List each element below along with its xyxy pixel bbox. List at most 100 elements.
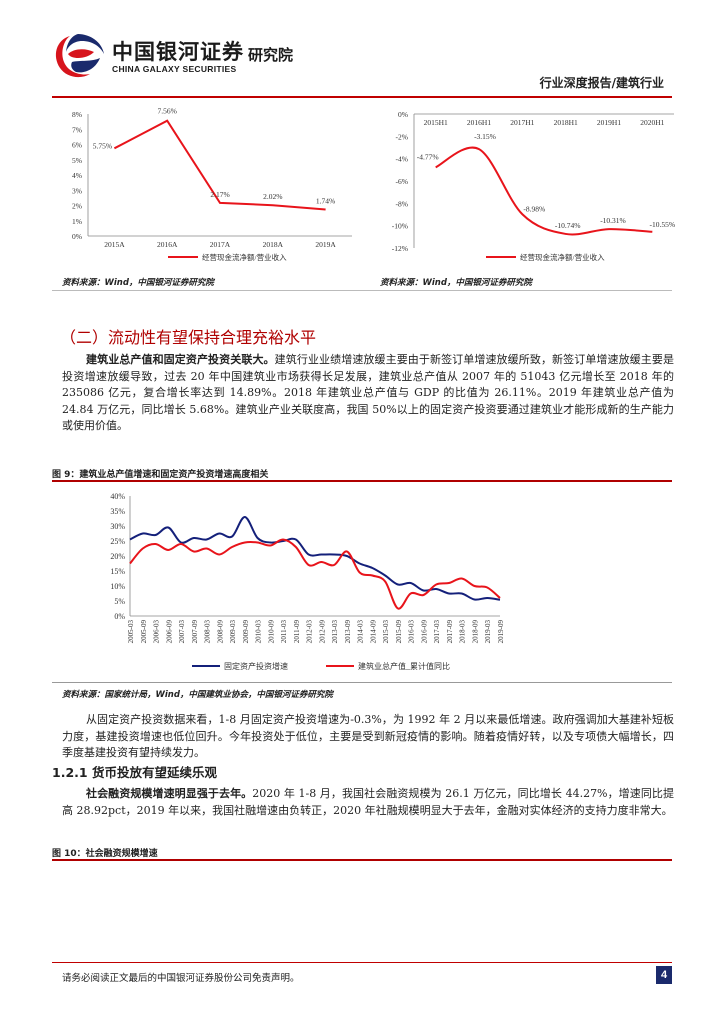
y-tick-label: -10% xyxy=(392,222,408,231)
x-tick-label: 2015-03 xyxy=(382,620,390,644)
paragraph-lead-bold: 社会融资规模增速明显强于去年。 xyxy=(86,787,253,800)
header-rule xyxy=(52,96,672,98)
paragraph-construction-output: 建筑业总产值和固定资产投资关联大。建筑行业业绩增速放缓主要由于新签订单增速放缓所… xyxy=(62,352,674,435)
x-tick-label: 2014-09 xyxy=(369,620,377,644)
logo-english-name: CHINA GALAXY SECURITIES xyxy=(112,64,237,74)
data-label: -10.55% xyxy=(650,220,676,229)
figure-10-caption: 图 10：社会融资规模增速 xyxy=(52,849,158,859)
y-tick-label: 6% xyxy=(72,141,82,150)
x-tick-label: 2013-03 xyxy=(331,620,339,644)
series-line xyxy=(113,119,326,211)
figure-10-top-rule xyxy=(52,859,672,861)
legend-label: 经营现金流净额/营业收入 xyxy=(202,252,287,262)
x-tick-label: 2019-03 xyxy=(484,620,492,644)
x-tick-label: 2016A xyxy=(157,240,178,249)
x-tick-label: 2006-03 xyxy=(153,620,161,644)
x-tick-label: 2010-03 xyxy=(255,620,263,644)
header: 中国银河证券 CHINA GALAXY SECURITIES 研究院 行业深度报… xyxy=(0,0,724,100)
y-tick-label: -12% xyxy=(392,244,408,253)
paragraph-body: 建筑行业业绩增速放缓主要由于新签订单增速放缓所致，新签订单增速放缓主要是投资增速… xyxy=(62,353,675,432)
x-tick-label: 2007-09 xyxy=(191,620,199,644)
x-tick-label: 2019-09 xyxy=(497,620,505,644)
x-tick-label: 2013-09 xyxy=(344,620,352,644)
x-tick-label: 2018A xyxy=(263,240,284,249)
x-tick-label: 2007-03 xyxy=(178,620,186,644)
series-line-2 xyxy=(129,538,501,610)
series-line-1 xyxy=(129,516,501,601)
y-tick-label: 15% xyxy=(110,567,125,576)
x-tick-label: 2005-03 xyxy=(127,620,135,644)
y-tick-label: 10% xyxy=(110,582,125,591)
data-label: 2.17% xyxy=(210,190,229,199)
data-label: -8.98% xyxy=(523,204,545,213)
galaxy-logo-icon xyxy=(55,34,104,78)
y-tick-label: 8% xyxy=(72,110,82,119)
x-tick-label: 2017A xyxy=(210,240,231,249)
x-tick-label: 2017-03 xyxy=(433,620,441,644)
x-tick-label: 2018-09 xyxy=(471,620,479,644)
figure-9-top-rule xyxy=(52,480,672,482)
y-tick-label: 30% xyxy=(110,522,125,531)
data-label: 1.74% xyxy=(316,196,335,205)
data-label: -4.77% xyxy=(417,152,439,161)
x-tick-label: 2011-03 xyxy=(280,620,288,644)
page-number: 4 xyxy=(656,966,672,984)
y-tick-label: 2% xyxy=(72,202,82,211)
y-tick-label: -8% xyxy=(396,199,409,208)
footer-rule xyxy=(52,962,672,963)
data-label: 7.56% xyxy=(158,107,177,116)
logo-chinese-name: 中国银河证券 xyxy=(112,40,244,64)
figure-9-caption: 图 9：建筑业总产值增速和固定资产投资增速高度相关 xyxy=(52,470,269,480)
x-tick-label: 2015A xyxy=(104,240,125,249)
x-tick-label: 2019H1 xyxy=(597,118,621,127)
paragraph-lead-bold: 建筑业总产值和固定资产投资关联大。 xyxy=(86,353,275,366)
x-tick-label: 2015-09 xyxy=(395,620,403,644)
report-type: 行业深度报告/建筑行业 xyxy=(539,76,664,90)
x-tick-label: 2009-03 xyxy=(229,620,237,644)
x-tick-label: 2009-09 xyxy=(242,620,250,644)
section-title: （二）流动性有望保持合理充裕水平 xyxy=(60,328,317,347)
series-line xyxy=(435,146,653,236)
y-tick-label: 40% xyxy=(110,492,125,501)
y-tick-label: 20% xyxy=(110,552,125,561)
x-tick-label: 2006-09 xyxy=(165,620,173,644)
x-tick-label: 2008-03 xyxy=(204,620,212,644)
data-label: 2.02% xyxy=(263,192,282,201)
paragraph-social-financing: 社会融资规模增速明显强于去年。2020 年 1-8 月，我国社会融资规模为 26… xyxy=(62,786,674,819)
y-tick-label: -4% xyxy=(396,155,409,164)
source-note-left: 资料来源：Wind，中国银河证券研究院 xyxy=(62,278,214,288)
legend-label: 固定资产投资增速 xyxy=(224,661,288,671)
x-tick-label: 2016-03 xyxy=(408,620,416,644)
y-tick-label: 0% xyxy=(398,110,408,119)
subsection-title: 1.2.1 货币投放有望延续乐观 xyxy=(52,765,217,780)
y-tick-label: -2% xyxy=(396,132,409,141)
chart-fai-vs-construction-output: 0% 5% 10% 15% 20% 25% 30% 35% 40% 2005-03 2005-09 2… xyxy=(110,492,505,671)
institute-label: 研究院 xyxy=(248,46,294,64)
x-tick-label: 2005-09 xyxy=(140,620,148,644)
source-note-right: 资料来源：Wind，中国银河证券研究院 xyxy=(380,278,532,288)
x-tick-label: 2018H1 xyxy=(554,118,578,127)
data-label: -10.31% xyxy=(600,216,626,225)
y-tick-label: 25% xyxy=(110,537,125,546)
legend-label: 经营现金流净额/营业收入 xyxy=(520,252,605,262)
y-tick-label: 3% xyxy=(72,186,82,195)
paragraph-fixed-asset-investment: 从固定资产投资数据来看，1-8 月固定资产投资增速为-0.3%，为 1992 年… xyxy=(62,713,674,759)
x-tick-label: 2019A xyxy=(315,240,336,249)
x-tick-label: 2014-03 xyxy=(357,620,365,644)
y-tick-label: 1% xyxy=(72,217,82,226)
chart-half-year-cashflow-ratio: 0% -2% -4% -6% -8% -10% -12% 2015H1 2016H1 2017H1… xyxy=(392,110,676,262)
x-tick-label: 2020H1 xyxy=(640,118,664,127)
x-tick-label: 2016-09 xyxy=(420,620,428,644)
figure-9-source: 资料来源：国家统计局，Wind，中国建筑业协会，中国银河证券研究院 xyxy=(62,690,333,700)
data-label: -3.15% xyxy=(474,132,496,141)
y-tick-label: 5% xyxy=(114,597,125,606)
x-tick-label: 2016H1 xyxy=(467,118,491,127)
y-tick-label: 4% xyxy=(72,171,82,180)
charts-divider xyxy=(52,290,672,291)
chart-annual-cashflow-ratio: 0% 1% 2% 3% 4% 5% 6% 7% 8% 2015A 2016A 2017A 2018A 20… xyxy=(72,107,352,262)
y-tick-label: 0% xyxy=(114,612,125,621)
y-tick-label: 7% xyxy=(72,125,82,134)
footer-disclaimer: 请务必阅读正文最后的中国银河证券股份公司免责声明。 xyxy=(62,973,300,984)
x-tick-label: 2017H1 xyxy=(510,118,534,127)
x-tick-label: 2008-09 xyxy=(216,620,224,644)
